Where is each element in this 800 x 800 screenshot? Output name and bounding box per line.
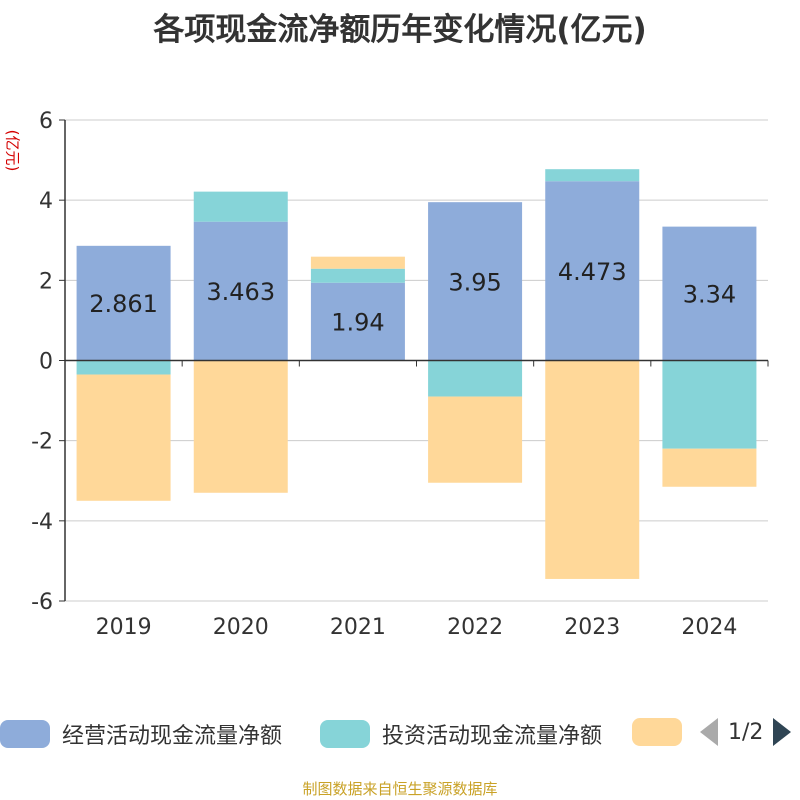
legend-swatch-financing [632, 718, 682, 746]
bar-series-1-2021[interactable] [310, 268, 405, 283]
bar-series-2-2021[interactable] [310, 256, 405, 269]
bar-series-2-2024[interactable] [662, 448, 757, 487]
bar-series-0-2019[interactable] [76, 245, 171, 361]
bars [76, 169, 757, 579]
x-tick-label: 2022 [447, 615, 503, 640]
legend-item-financing[interactable] [632, 718, 682, 746]
y-tick-label: 6 [39, 109, 53, 134]
bar-series-0-2021[interactable] [310, 282, 405, 361]
data-source-note: 制图数据来自恒生聚源数据库 [302, 780, 498, 798]
data-label: 3.34 [683, 281, 736, 309]
bar-series-2-2023[interactable] [545, 360, 640, 579]
data-labels: 2.861 3.463 1.94 3.95 4.473 3.34 [89, 258, 736, 337]
data-label: 3.95 [448, 268, 501, 296]
bar-series-0-2023[interactable] [545, 181, 640, 361]
bar-series-1-2019[interactable] [76, 360, 171, 375]
legend-label-investing: 投资活动现金流量净额 [382, 724, 603, 749]
legend: 经营活动现金流量净额 投资活动现金流量净额 1/2 [0, 712, 800, 760]
legend-prev-page-icon[interactable] [700, 718, 718, 746]
legend-next-page-icon[interactable] [773, 718, 792, 746]
legend-swatch-operating [0, 720, 50, 748]
legend-item-investing[interactable]: 投资活动现金流量净额 [320, 718, 602, 750]
x-tick-label: 2023 [564, 615, 620, 640]
axes: 6 4 2 0 -2 -4 -6 2019 2020 2021 2022 2023 2024 [31, 109, 769, 640]
data-label: 3.463 [206, 278, 275, 306]
y-tick-label: -4 [31, 510, 53, 535]
legend-item-operating[interactable]: 经营活动现金流量净额 [0, 718, 282, 750]
legend-swatch-investing [320, 720, 370, 748]
data-label: 4.473 [558, 258, 627, 286]
x-tick-label: 2021 [330, 615, 386, 640]
bar-series-1-2022[interactable] [428, 360, 523, 397]
y-tick-label: -6 [31, 590, 53, 615]
y-tick-label: -2 [31, 430, 53, 455]
bar-series-2-2019[interactable] [76, 374, 171, 501]
data-label: 2.861 [89, 290, 158, 318]
y-tick-label: 2 [39, 269, 53, 294]
bar-series-0-2024[interactable] [662, 226, 757, 361]
bar-series-0-2022[interactable] [428, 202, 523, 361]
chart-title: 各项现金流净额历年变化情况(亿元) [153, 12, 647, 48]
x-tick-label: 2024 [681, 615, 737, 640]
legend-page-indicator: 1/2 [728, 719, 764, 745]
bar-series-1-2020[interactable] [193, 191, 288, 222]
stacked-bar-chart: 6 4 2 0 -2 -4 -6 2019 2020 2021 2022 2023 2024 2.861… [31, 109, 769, 640]
bar-series-2-2022[interactable] [428, 396, 523, 483]
bar-series-0-2020[interactable] [193, 221, 288, 361]
x-tick-label: 2020 [213, 615, 269, 640]
legend-pager: 1/2 [700, 718, 792, 746]
y-tick-label: 0 [39, 350, 53, 375]
data-label: 1.94 [331, 309, 384, 337]
bar-series-2-2020[interactable] [193, 360, 288, 493]
x-tick-label: 2019 [96, 615, 152, 640]
bar-series-1-2024[interactable] [662, 360, 757, 449]
legend-label-operating: 经营活动现金流量净额 [62, 724, 283, 749]
bar-series-1-2023[interactable] [545, 169, 640, 182]
y-tick-label: 4 [39, 189, 53, 214]
